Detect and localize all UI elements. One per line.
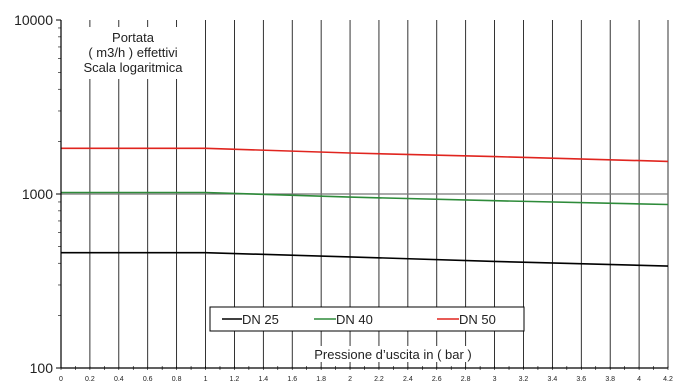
x-tick-label: 3 <box>493 376 497 383</box>
legend-box <box>209 306 525 332</box>
chart-title: Portata ( m3/h ) effettivi Scala logarit… <box>72 27 200 79</box>
y-tick-label: 100 <box>30 360 54 376</box>
x-tick-label: 2.2 <box>374 376 384 383</box>
x-tick-label: 1.4 <box>258 376 268 383</box>
x-tick-label: 0.4 <box>114 376 124 383</box>
x-tick-label: 2.6 <box>432 376 442 383</box>
x-tick-label: 0 <box>59 376 63 383</box>
title-line-1: Portata <box>112 30 155 45</box>
x-axis-title: Pressione d’uscita in ( bar ) <box>314 347 472 362</box>
title-line-3: Scala logaritmica <box>84 60 184 75</box>
y-tick-label: 1000 <box>22 186 53 202</box>
x-tick-label: 0.8 <box>172 376 182 383</box>
x-axis-label: Pressione d’uscita in ( bar ) <box>298 346 488 362</box>
x-tick-label: 2 <box>348 376 352 383</box>
series-line-dn40 <box>61 191 669 206</box>
x-tick-label: 3.2 <box>519 376 529 383</box>
x-tick-label: 4.2 <box>663 376 673 383</box>
x-tick-label: 2.4 <box>403 376 413 383</box>
y-tick-labels: 100 1000 10000 <box>14 12 53 376</box>
axes <box>56 19 669 370</box>
legend-label-dn25: DN 25 <box>242 312 279 327</box>
x-tick-label: 1.6 <box>287 376 297 383</box>
series-line-dn50 <box>61 147 669 163</box>
series-line-dn25 <box>61 251 669 267</box>
x-tick-label: 2.8 <box>461 376 471 383</box>
legend: DN 25 DN 40 DN 50 <box>209 306 525 332</box>
x-tick-label: 1.8 <box>316 376 326 383</box>
x-tick-label: 3.4 <box>548 376 558 383</box>
legend-label-dn40: DN 40 <box>336 312 373 327</box>
y-tick-label: 10000 <box>14 12 53 28</box>
x-tick-label: 0.6 <box>143 376 153 383</box>
x-tick-label: 4 <box>637 376 641 383</box>
x-tick-label: 3.8 <box>605 376 615 383</box>
x-tick-label: 1.2 <box>230 376 240 383</box>
series-group <box>61 147 669 267</box>
x-tick-label: 1 <box>204 376 208 383</box>
x-tick-labels: 0 0.2 0.4 0.6 0.8 1 1.2 1.4 1.6 1.8 2 2.2 2.4 2.6 2.8 3… <box>59 376 673 383</box>
legend-label-dn50: DN 50 <box>459 312 496 327</box>
title-line-2: ( m3/h ) effettivi <box>88 45 177 60</box>
x-tick-label: 0.2 <box>85 376 95 383</box>
x-tick-label: 3.6 <box>576 376 586 383</box>
